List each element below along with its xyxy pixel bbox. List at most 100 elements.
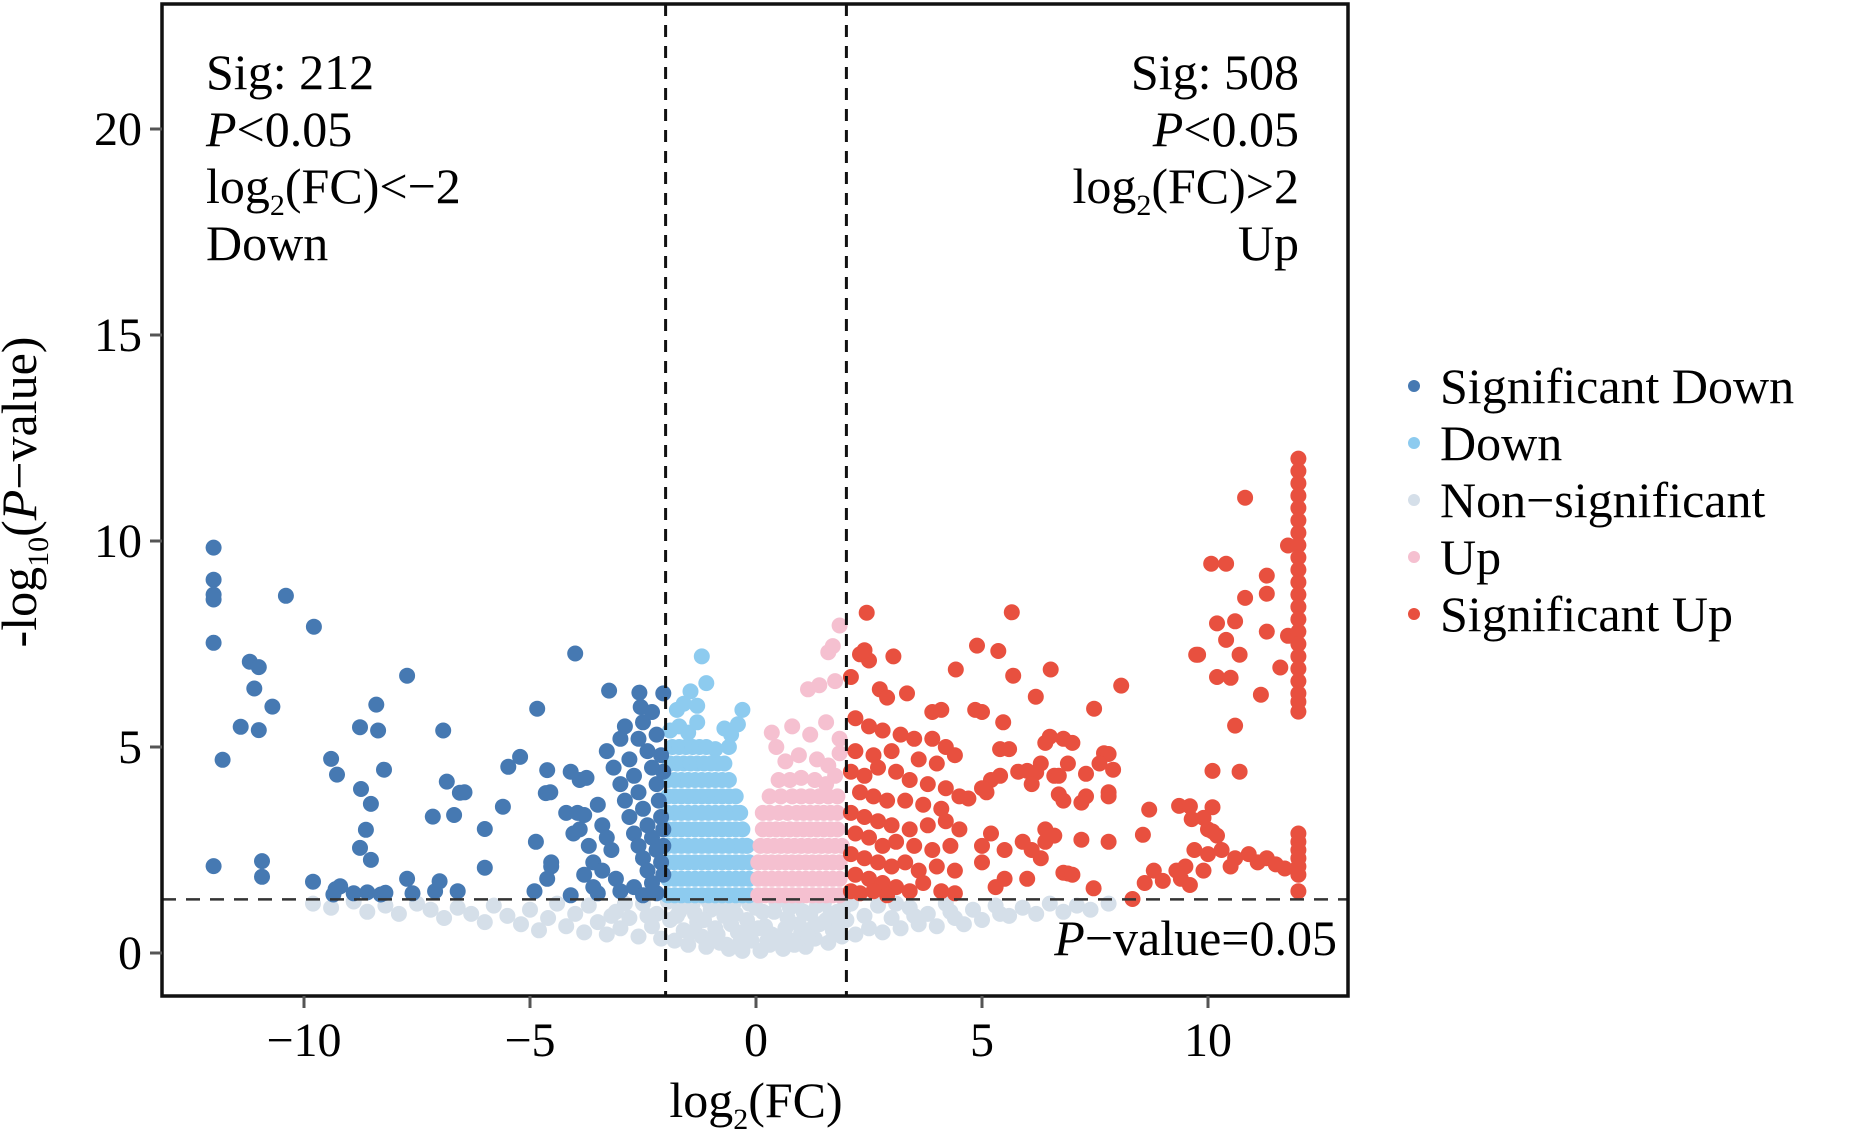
data-point: [499, 907, 516, 924]
data-point: [1290, 463, 1307, 479]
data-point: [1023, 776, 1040, 793]
x-axis-title-suffix: (FC): [748, 1072, 842, 1128]
data-point: [390, 905, 407, 922]
data-point: [648, 776, 665, 793]
data-point: [739, 837, 755, 854]
data-point: [856, 907, 873, 924]
data-point: [601, 682, 618, 699]
data-point: [861, 920, 877, 937]
data-point: [612, 883, 629, 900]
data-point: [969, 637, 985, 654]
data-point: [404, 885, 421, 902]
data-point: [549, 895, 566, 912]
data-point: [1181, 798, 1198, 815]
data-point: [254, 853, 270, 870]
data-point: [1258, 585, 1275, 602]
data-point: [576, 807, 593, 823]
data-point: [626, 767, 642, 784]
data-point: [883, 817, 900, 834]
data-point: [527, 833, 544, 850]
y-axis-title: -log10(P−value): [0, 337, 55, 648]
y-tick-label: 20: [94, 103, 142, 156]
annotation-down-fc: log2(FC)<−2: [206, 158, 461, 222]
data-point: [264, 698, 281, 715]
data-point: [370, 722, 387, 739]
data-point: [879, 887, 896, 904]
data-point: [947, 661, 964, 678]
data-point: [946, 862, 963, 879]
data-point: [422, 901, 439, 918]
data-point: [987, 879, 1004, 896]
data-point: [928, 755, 945, 772]
data-point: [689, 714, 706, 731]
data-point: [924, 842, 941, 858]
data-point: [655, 866, 672, 883]
data-point: [675, 695, 692, 712]
data-point: [352, 839, 368, 856]
data-point: [974, 704, 990, 720]
data-point: [965, 901, 981, 918]
data-point: [529, 700, 546, 717]
data-point: [539, 870, 556, 887]
data-point: [666, 932, 683, 949]
data-point: [836, 899, 853, 916]
data-point: [892, 920, 909, 937]
x-tick-label: 0: [744, 1014, 768, 1067]
data-point: [856, 809, 873, 825]
data-point: [693, 648, 710, 665]
data-point: [974, 837, 990, 854]
data-point: [616, 718, 633, 735]
data-point: [594, 862, 611, 879]
data-point: [513, 916, 529, 933]
data-point: [1195, 862, 1212, 879]
data-point: [571, 821, 588, 838]
data-point: [650, 792, 667, 809]
data-point: [635, 887, 651, 904]
data-point: [992, 767, 1009, 784]
data-point: [1042, 661, 1059, 678]
data-point: [580, 897, 597, 914]
data-point: [852, 784, 868, 801]
data-point: [1290, 648, 1307, 665]
data-point: [682, 683, 699, 700]
data-point: [784, 718, 801, 735]
data-point: [870, 813, 886, 830]
data-point: [531, 922, 547, 939]
data-point: [1200, 846, 1216, 863]
data-point: [353, 781, 369, 797]
data-point: [777, 753, 794, 770]
data-point: [598, 743, 615, 760]
data-point: [589, 885, 606, 902]
data-point: [1037, 821, 1054, 838]
data-point: [829, 821, 846, 838]
data-point: [205, 858, 222, 875]
data-point: [522, 901, 538, 918]
annotation-down-fc-rest: (FC)<−2: [285, 158, 461, 214]
data-point: [716, 755, 733, 772]
data-point: [1204, 799, 1221, 816]
data-point: [1028, 905, 1045, 922]
data-point: [856, 850, 873, 867]
data-point: [1085, 880, 1102, 897]
data-point: [362, 795, 379, 812]
data-point: [357, 821, 374, 838]
data-point: [951, 821, 968, 838]
data-point: [1003, 604, 1020, 621]
data-point: [870, 897, 886, 914]
data-point: [870, 759, 886, 776]
data-point: [277, 587, 294, 604]
data-point: [635, 850, 651, 867]
data-point: [858, 604, 875, 621]
data-point: [1190, 646, 1207, 663]
data-point: [254, 868, 270, 885]
data-point: [540, 910, 557, 926]
data-point: [1136, 875, 1153, 891]
data-point: [1186, 842, 1203, 858]
data-point: [1290, 636, 1307, 652]
data-point: [427, 883, 444, 900]
data-point: [1218, 555, 1235, 572]
data-point: [847, 825, 864, 842]
data-point: [1086, 700, 1103, 717]
data-point: [1064, 866, 1081, 883]
data-point: [1145, 862, 1162, 879]
